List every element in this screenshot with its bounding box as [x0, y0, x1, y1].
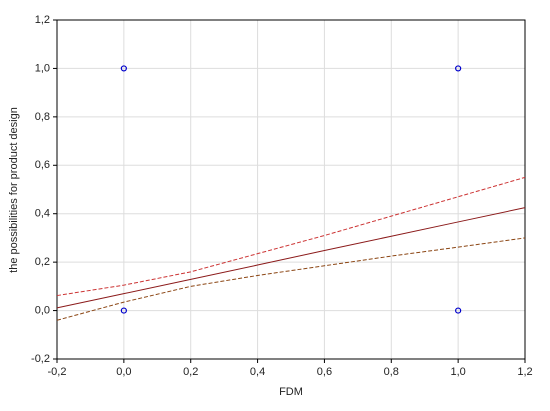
plot-area	[57, 20, 525, 359]
x-tick-label: -0,2	[48, 366, 67, 378]
fit-line	[56, 207, 526, 309]
x-tick-label: 0,8	[384, 366, 399, 378]
x-axis-label: FDM	[279, 386, 303, 398]
y-tick-label: 0,2	[35, 256, 50, 268]
y-axis-label: the possibilities for product design	[8, 107, 20, 273]
y-tick-label: 0,6	[35, 159, 50, 171]
point	[455, 65, 462, 72]
confidence-band	[56, 176, 526, 297]
y-tick-label: 0,4	[35, 208, 50, 220]
x-tick-label: 1,2	[517, 366, 532, 378]
y-tick-label: 1,0	[35, 62, 50, 74]
y-tick-label: 0,0	[35, 304, 50, 316]
x-tick-label: 1,0	[450, 366, 465, 378]
y-tick-label: 0,8	[35, 111, 50, 123]
x-tick-label: 0,4	[250, 366, 265, 378]
x-tick-label: 0,6	[317, 366, 332, 378]
point	[120, 65, 127, 72]
plot-frame	[56, 19, 526, 360]
x-tick-label: 0,0	[116, 366, 131, 378]
x-tick-label: 0,2	[183, 366, 198, 378]
point	[120, 307, 127, 314]
confidence-band	[56, 237, 526, 321]
point	[455, 307, 462, 314]
y-tick-label: -0,2	[31, 353, 50, 365]
y-tick-label: 1,2	[35, 14, 50, 26]
